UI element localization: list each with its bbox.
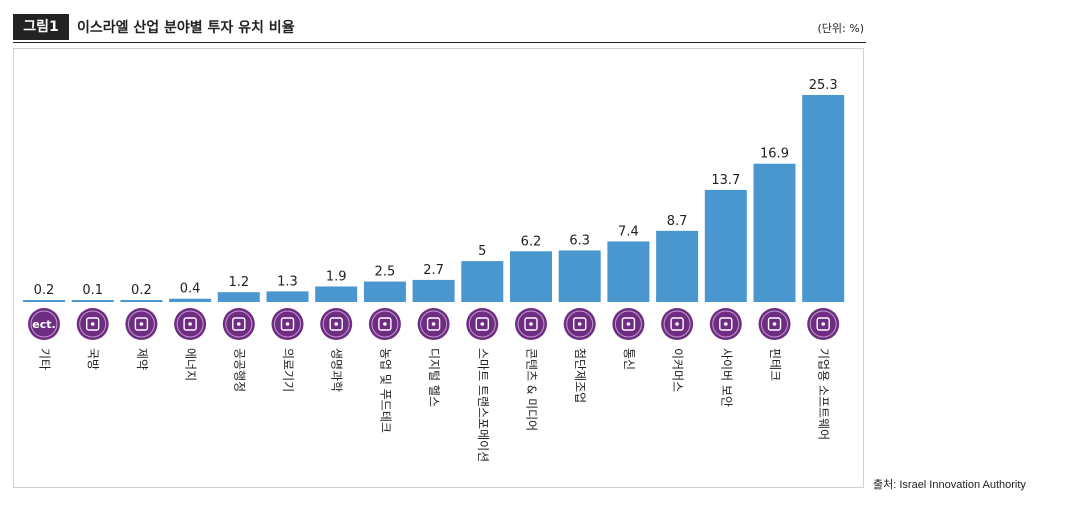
data-label: 2.5	[375, 265, 396, 280]
svg-text:ect.: ect.	[32, 318, 55, 331]
category-label: 에너지	[184, 348, 198, 381]
cart-screen-icon	[661, 308, 694, 340]
data-label: 5	[478, 244, 486, 259]
bar	[412, 279, 455, 302]
category-label: 첨단제조업	[573, 348, 587, 403]
bus-icon	[466, 308, 499, 340]
bar	[120, 300, 163, 302]
data-label: 16.9	[760, 147, 789, 162]
category-label: 핀테크	[768, 348, 782, 381]
data-label: 1.2	[228, 275, 249, 290]
tablet-health-icon	[417, 308, 450, 340]
bar	[71, 300, 114, 302]
plant-icon	[368, 308, 401, 340]
bar	[23, 300, 65, 302]
chart-title: 이스라엘 산업 분야별 투자 유치 비율	[77, 20, 295, 36]
dna-icon	[320, 308, 353, 340]
data-label: 0.2	[34, 283, 55, 298]
bar	[607, 241, 650, 302]
data-label: 0.1	[82, 283, 103, 298]
bar	[802, 95, 845, 302]
stethoscope-icon	[271, 308, 304, 340]
bar	[266, 291, 309, 302]
figure-header: 그림1 이스라엘 산업 분야별 투자 유치 비율 (단위: %)	[13, 14, 866, 43]
category-label: 농업 및 푸드테크	[378, 348, 392, 433]
tank-icon	[76, 308, 109, 340]
bar	[217, 292, 260, 302]
category-label: 이커머스	[671, 348, 685, 392]
data-label: 6.3	[569, 233, 590, 248]
eye-icon	[709, 308, 742, 340]
unit-label: (단위: %)	[817, 22, 864, 35]
bar	[753, 163, 796, 302]
chart-frame	[13, 48, 864, 488]
chat-icon	[612, 308, 645, 340]
category-label: 공공행정	[232, 348, 247, 392]
coin-gear-icon	[758, 308, 791, 340]
tools-icon	[563, 308, 596, 340]
category-label: 기타	[38, 348, 52, 370]
category-label: 사이버 보안	[719, 348, 733, 407]
bar	[656, 230, 699, 302]
etc-icon: ect.	[28, 308, 60, 340]
category-label: 스마트 트랜스포메이션	[476, 348, 490, 462]
media-device-icon	[515, 308, 547, 340]
bar	[315, 286, 358, 302]
data-label: 2.7	[423, 263, 444, 278]
data-label: 6.2	[521, 234, 542, 249]
bar	[461, 261, 504, 302]
bar	[169, 298, 212, 302]
bar	[558, 250, 601, 302]
data-label: 13.7	[711, 173, 740, 188]
data-label: 1.9	[326, 269, 347, 284]
category-label: 의료기기	[281, 348, 295, 392]
figure-number-badge: 그림1	[13, 14, 69, 40]
cloud-network-icon	[807, 308, 840, 340]
category-label: 기업용 소프트웨어	[817, 348, 831, 440]
medicine-bottle-icon	[125, 308, 158, 340]
data-label: 0.2	[131, 283, 152, 298]
government-building-icon	[222, 308, 255, 340]
data-label: 25.3	[809, 78, 838, 93]
category-label: 통신	[622, 348, 636, 370]
category-label: 생명과학	[330, 348, 344, 392]
data-label: 0.4	[180, 282, 201, 297]
lightning-icon	[174, 308, 207, 340]
data-label: 7.4	[618, 224, 639, 239]
category-label: 국방	[86, 348, 100, 370]
data-label: 1.3	[277, 274, 298, 289]
bar	[704, 189, 747, 302]
data-label: 8.7	[667, 214, 688, 229]
category-label: 콘텐츠 & 미디어	[525, 348, 539, 431]
bar	[363, 281, 406, 302]
bar	[510, 251, 552, 302]
source-note: 출처: Israel Innovation Authority	[873, 479, 1026, 491]
category-label: 제약	[135, 348, 150, 370]
category-label: 디지털 헬스	[427, 348, 441, 407]
